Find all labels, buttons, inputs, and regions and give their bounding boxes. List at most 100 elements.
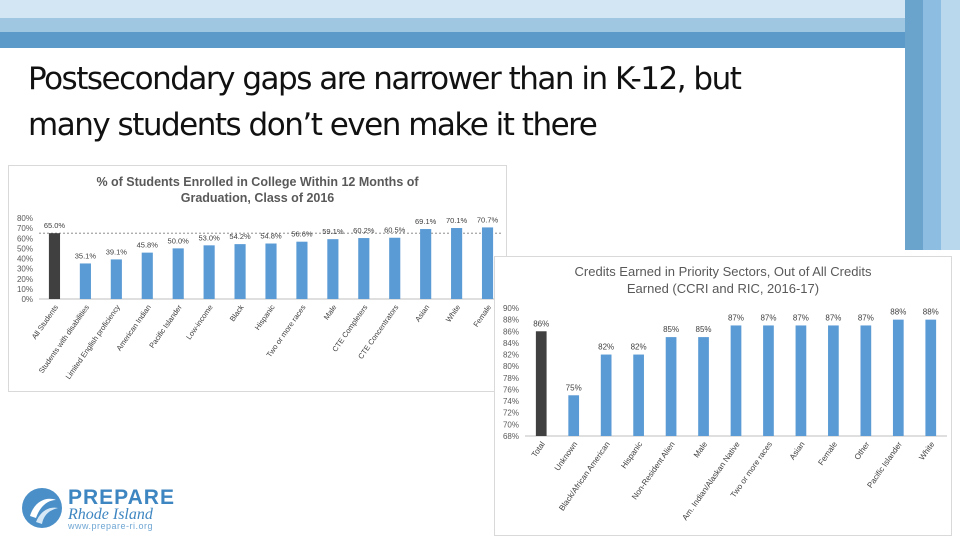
chart2-data-label: 75%	[566, 383, 582, 392]
chart2-bar	[633, 354, 644, 436]
chart1-bar	[234, 244, 246, 299]
decorative-side-band	[905, 0, 960, 250]
chart1-data-label: 60.2%	[353, 226, 375, 235]
chart1-title: % of Students Enrolled in College Within…	[9, 174, 506, 206]
chart2-data-label: 85%	[663, 325, 679, 334]
chart1-category-label: Asian	[413, 303, 431, 324]
logo-word-prepare: PREPARE	[68, 486, 175, 509]
college-enrollment-chart: 0% 10% 20% 30% 40% 50% 60% 70% 80% 65.0% All Stude…	[8, 165, 507, 392]
chart2-y-tick-label: 84%	[503, 339, 519, 348]
chart2-data-label: 82%	[631, 343, 647, 352]
chart2-bar	[730, 325, 742, 436]
chart1-bar	[420, 229, 432, 299]
chart1-bar	[296, 241, 308, 299]
chart2-y-tick-label: 70%	[503, 420, 519, 429]
chart2-category-label: Female	[816, 440, 839, 467]
chart1-data-label: 35.1%	[75, 251, 97, 260]
priority-credits-plot: 68% 70% 72% 74% 76% 78% 80% 82% 84% 86% 88% 90% 86% T…	[503, 304, 947, 522]
chart1-data-label: 60.5%	[384, 226, 406, 235]
chart1-bar	[110, 259, 122, 299]
chart1-data-label: 56.6%	[291, 230, 313, 239]
chart2-category-label: Hispanic	[619, 440, 644, 470]
chart1-y-tick-label: 70%	[17, 224, 33, 233]
chart1-data-label: 50.0%	[168, 236, 190, 245]
chart2-bar	[535, 331, 547, 436]
chart2-bar	[925, 319, 937, 436]
chart2-data-label: 87%	[825, 313, 841, 322]
chart2-title-line1: Credits Earned in Priority Sectors, Out …	[574, 264, 872, 279]
chart1-y-tick-label: 0%	[21, 295, 33, 304]
chart2-y-tick-label: 78%	[503, 374, 519, 383]
chart2-bar	[860, 325, 872, 436]
college-enrollment-plot: 0%10%20%30%40% 50%60%70%80% 65.0% All Stude…	[17, 214, 503, 381]
chart1-title-line1: % of Students Enrolled in College Within…	[96, 175, 419, 189]
chart1-category-label: Limited English proficiency	[64, 303, 122, 381]
chart2-y-tick-label: 86%	[503, 327, 519, 336]
chart2-y-tick-label: 76%	[503, 385, 519, 394]
chart2-bar	[892, 319, 904, 436]
slide-title-line2: many students don’t even make it there	[28, 107, 598, 143]
chart1-y-tick-label: 20%	[17, 275, 33, 284]
chart2-y-tick-label: 90%	[503, 304, 519, 313]
chart2-data-label: 86%	[533, 319, 549, 328]
header-band	[0, 0, 960, 48]
chart2-y-tick-label: 74%	[503, 397, 519, 406]
chart2-y-tick-label: 68%	[503, 432, 519, 441]
chart2-bar	[763, 325, 774, 436]
chart1-category-label: Low-income	[184, 303, 215, 341]
chart1-bar	[79, 263, 91, 299]
chart2-y-tick-label: 88%	[503, 316, 519, 325]
chart1-category-label: White	[444, 303, 462, 324]
chart1-data-label: 54.2%	[229, 232, 251, 241]
chart1-data-label: 70.1%	[446, 216, 468, 225]
chart1-category-label: Hispanic	[253, 303, 277, 332]
chart1-y-tick-label: 10%	[17, 285, 33, 294]
chart1-category-label: All Students	[30, 303, 60, 341]
chart1-y-tick-label: 30%	[17, 265, 33, 274]
chart1-data-label: 53.0%	[198, 233, 220, 242]
chart2-category-label: White	[917, 440, 936, 462]
chart2-data-label: 87%	[728, 313, 744, 322]
chart2-bar	[828, 325, 839, 436]
chart1-y-tick-label: 50%	[17, 244, 33, 253]
chart1-data-label: 70.7%	[477, 215, 499, 224]
chart1-bar	[389, 237, 401, 299]
chart1-category-label: Pacific Islander	[147, 303, 184, 350]
chart2-data-label: 87%	[858, 313, 874, 322]
chart2-y-tick-label: 82%	[503, 351, 519, 360]
chart2-bar	[665, 337, 677, 436]
chart1-category-label: Female	[471, 303, 493, 329]
chart2-category-label: Other	[853, 440, 872, 462]
chart1-data-label: 54.8%	[260, 232, 282, 241]
chart1-data-label: 45.8%	[137, 241, 159, 250]
chart2-data-label: 88%	[890, 308, 906, 317]
slide-title-line1: Postsecondary gaps are narrower than in …	[28, 61, 742, 97]
chart2-y-tick-label: 80%	[503, 362, 519, 371]
chart2-category-label: Asian	[788, 440, 807, 462]
chart1-bar	[141, 252, 153, 299]
chart2-data-label: 87%	[760, 313, 776, 322]
chart1-y-tick-label: 40%	[17, 255, 33, 264]
logo-word-rhode-island: Rhode Island	[68, 506, 153, 523]
chart1-title-line2: Graduation, Class of 2016	[180, 191, 335, 205]
chart1-y-tick-label: 60%	[17, 234, 33, 243]
chart1-bar	[481, 227, 494, 299]
chart2-title: Credits Earned in Priority Sectors, Out …	[495, 263, 951, 297]
prepare-ri-logo: PREPARE Rhode Island www.prepare-ri.org	[20, 486, 200, 532]
chart2-bar	[600, 354, 612, 436]
chart1-bar	[48, 233, 61, 299]
chart2-bar	[698, 337, 709, 436]
chart2-category-label: Unknown	[553, 440, 580, 472]
chart1-bar	[172, 248, 184, 299]
logo-swirl-icon	[22, 488, 62, 528]
chart2-bar	[795, 325, 807, 436]
chart1-category-label: Male	[322, 303, 339, 321]
chart2-data-label: 85%	[696, 325, 712, 334]
chart2-category-label: Pacific Islander	[865, 440, 904, 490]
chart1-bar	[358, 238, 370, 299]
chart1-data-label: 39.1%	[106, 247, 128, 256]
chart1-bar	[327, 239, 339, 299]
chart1-data-label: 65.0%	[44, 221, 66, 230]
slide-title: Postsecondary gaps are narrower than in …	[28, 56, 888, 148]
chart2-y-tick-label: 72%	[503, 409, 519, 418]
